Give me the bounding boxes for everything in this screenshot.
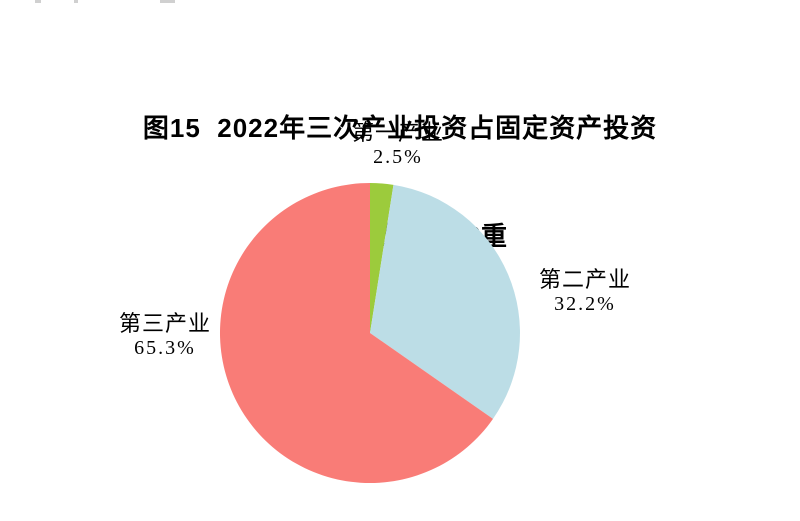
chart-title-line1: 图15 2022年三次产业投资占固定资产投资: [142, 113, 658, 143]
slice-value: 65.3%: [134, 337, 196, 359]
slice-name: 第一产业: [351, 120, 444, 145]
pie-slice-primary-industry: [370, 183, 394, 333]
slice-value: 32.2%: [554, 293, 616, 315]
slice-value: 2.5%: [373, 146, 423, 168]
cropped-text-artifact: [160, 0, 175, 3]
cropped-text-artifact: [74, 0, 78, 3]
slice-name: 第三产业: [118, 311, 211, 336]
cropped-text-artifact: [35, 0, 41, 3]
pie-slice-tertiary-industry: [219, 183, 493, 483]
pie-slice-secondary-industry: [370, 184, 520, 419]
slice-name: 第二产业: [538, 267, 631, 292]
slice-label-primary-industry: 第一产业 2.5%: [298, 119, 498, 168]
slice-label-secondary-industry: 第二产业 32.2%: [485, 266, 685, 315]
pie-chart: [219, 183, 520, 483]
slice-label-tertiary-industry: 第三产业 65.3%: [65, 310, 265, 359]
